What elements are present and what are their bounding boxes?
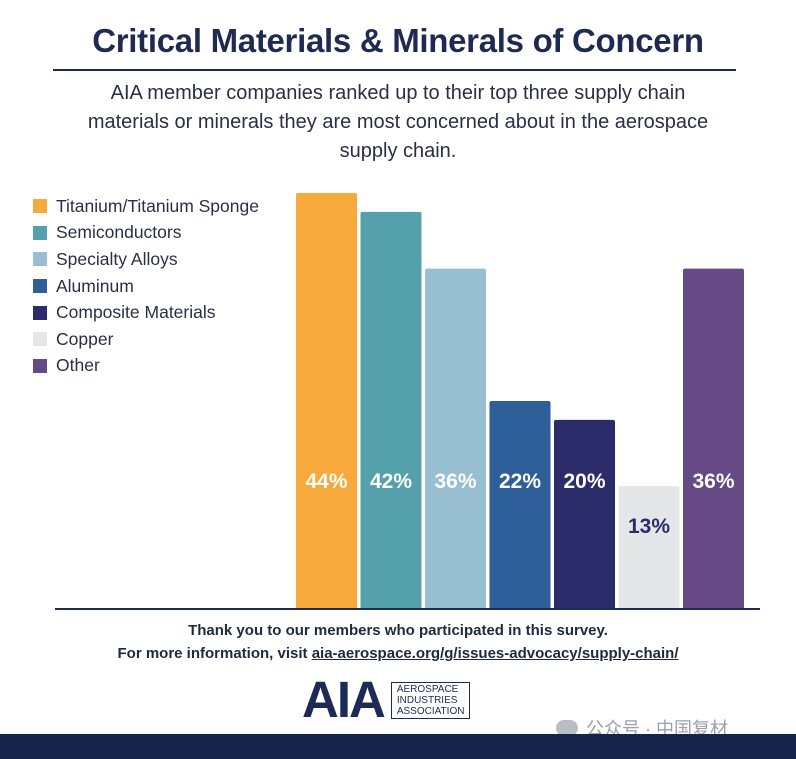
legend-item: Aluminum bbox=[33, 273, 259, 300]
footer-bar bbox=[0, 734, 796, 759]
aia-logo: AIA AEROSPACE INDUSTRIES ASSOCIATION bbox=[302, 671, 471, 728]
logo-wordmark: AEROSPACE INDUSTRIES ASSOCIATION bbox=[390, 681, 471, 719]
legend-item: Composite Materials bbox=[33, 299, 259, 326]
bar-value-label: 22% bbox=[499, 470, 541, 493]
legend-swatch bbox=[33, 332, 47, 347]
bar-value-label: 44% bbox=[305, 470, 347, 493]
legend-item: Other bbox=[33, 353, 259, 380]
footer-thanks: Thank you to our members who participate… bbox=[188, 622, 608, 639]
legend-item: Copper bbox=[33, 326, 259, 353]
subtitle-line: supply chain. bbox=[339, 140, 457, 162]
legend-label: Aluminum bbox=[56, 275, 134, 296]
bar-value-label: 42% bbox=[370, 470, 412, 493]
footer-info-prefix: For more information, visit bbox=[117, 645, 312, 662]
bar-value-label: 36% bbox=[434, 470, 476, 493]
legend-swatch bbox=[33, 305, 47, 320]
supply-chain-link[interactable]: aia-aerospace.org/g/issues-advocacy/supp… bbox=[311, 645, 679, 662]
bar bbox=[425, 268, 486, 609]
bar bbox=[618, 486, 680, 609]
legend-label: Titanium/Titanium Sponge bbox=[56, 195, 259, 216]
bar bbox=[489, 401, 551, 609]
legend-label: Copper bbox=[56, 328, 114, 349]
legend-item: Titanium/Titanium Sponge bbox=[33, 193, 259, 220]
logo-line: INDUSTRIES bbox=[396, 694, 458, 706]
chart-subtitle: AIA member companies ranked up to their … bbox=[60, 79, 736, 166]
legend-label: Composite Materials bbox=[56, 302, 216, 323]
bar bbox=[296, 193, 357, 609]
footer-info: For more information, visit aia-aerospac… bbox=[0, 645, 796, 662]
wechat-icon bbox=[556, 720, 578, 736]
legend-item: Semiconductors bbox=[33, 220, 259, 247]
logo-mark: AIA bbox=[302, 671, 386, 728]
legend-swatch bbox=[33, 279, 47, 294]
subtitle-line: materials or minerals they are most conc… bbox=[87, 111, 709, 133]
legend-label: Semiconductors bbox=[56, 222, 182, 243]
legend-swatch bbox=[33, 358, 47, 373]
bar-value-label: 20% bbox=[563, 470, 605, 493]
legend-swatch bbox=[33, 252, 47, 267]
bar bbox=[683, 268, 744, 609]
bar-value-label: 36% bbox=[692, 470, 734, 493]
legend-item: Specialty Alloys bbox=[33, 246, 259, 273]
legend-swatch bbox=[33, 199, 47, 214]
chart-title: Critical Materials & Minerals of Concern bbox=[92, 22, 704, 59]
chart-legend: Titanium/Titanium Sponge Semiconductors … bbox=[33, 193, 259, 379]
legend-label: Other bbox=[56, 355, 100, 376]
title-divider bbox=[53, 69, 736, 71]
bar-chart: 44% 42% 36% 22% 20% 13% 36% bbox=[55, 193, 760, 610]
bar bbox=[360, 211, 422, 609]
logo-line: ASSOCIATION bbox=[396, 705, 465, 717]
logo-line: AEROSPACE bbox=[396, 683, 459, 695]
bar-value-label: 13% bbox=[628, 515, 670, 538]
legend-swatch bbox=[33, 225, 47, 240]
bar bbox=[554, 419, 615, 609]
subtitle-line: AIA member companies ranked up to their … bbox=[110, 82, 686, 104]
legend-label: Specialty Alloys bbox=[56, 248, 178, 269]
